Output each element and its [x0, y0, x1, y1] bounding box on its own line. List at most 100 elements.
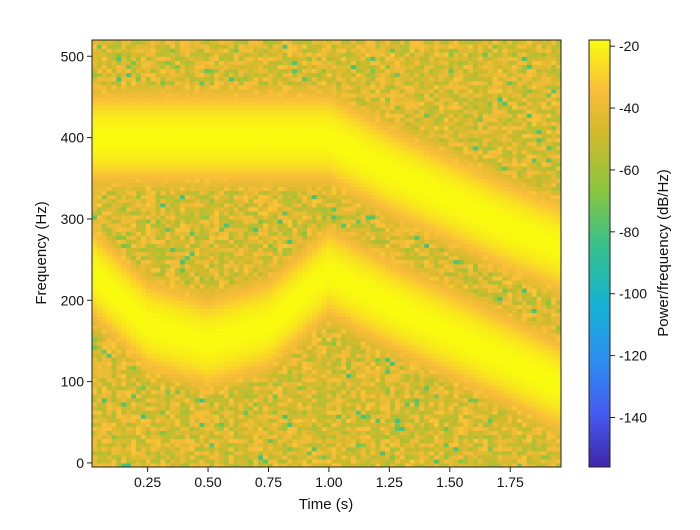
spectrogram-cell: [106, 304, 113, 309]
plot-area: [92, 40, 561, 467]
spectrogram-cell: [282, 44, 289, 49]
spectrogram-cell: [175, 296, 181, 301]
spectrogram-cell: [228, 170, 235, 175]
spectrogram-cell: [111, 60, 118, 65]
spectrogram-cell: [248, 279, 254, 285]
spectrogram-cell: [321, 369, 328, 375]
spectrogram-cell: [238, 361, 245, 366]
spectrogram-cell: [223, 223, 230, 228]
spectrogram-cell: [297, 231, 303, 236]
spectrogram-cell: [238, 60, 245, 65]
spectrogram-cell: [287, 458, 293, 464]
spectrogram-cell: [233, 406, 240, 411]
spectrogram-cell: [111, 239, 118, 244]
spectrogram-cell: [199, 64, 205, 70]
spectrogram-cell: [233, 324, 240, 330]
spectrogram-cell: [214, 121, 220, 126]
spectrogram-cell: [248, 178, 254, 183]
spectrogram-cell: [238, 296, 245, 301]
spectrogram-cell: [116, 446, 122, 452]
spectrogram-cell: [233, 438, 240, 444]
spectrogram-cell: [214, 275, 220, 281]
spectrogram-cell: [121, 393, 127, 399]
spectrogram-cell: [272, 109, 279, 114]
spectrogram-cell: [126, 72, 132, 78]
spectrogram-cell: [297, 129, 303, 135]
spectrogram-cell: [184, 454, 191, 460]
spectrogram-cell: [145, 137, 152, 143]
spectrogram-cell: [219, 450, 225, 456]
spectrogram-cell: [248, 414, 254, 419]
spectrogram-cell: [199, 426, 205, 431]
spectrogram-cell: [243, 145, 249, 151]
spectrogram-cell: [214, 80, 220, 86]
spectrogram-cell: [199, 328, 205, 334]
spectrogram-cell: [292, 174, 298, 179]
spectrogram-cell: [179, 320, 186, 326]
spectrogram-cell: [219, 214, 225, 220]
spectrogram-cell: [175, 214, 181, 220]
spectrogram-cell: [131, 251, 137, 257]
spectrogram-cell: [135, 251, 142, 257]
spectrogram-cell: [111, 430, 118, 436]
spectrogram-cell: [131, 125, 137, 131]
spectrogram-cell: [131, 214, 137, 220]
spectrogram-cell: [170, 153, 176, 159]
spectrogram-cell: [170, 72, 176, 78]
spectrogram-cell: [243, 458, 249, 464]
spectrogram-cell: [243, 263, 249, 269]
spectrogram-cell: [321, 454, 328, 460]
spectrogram-cell: [145, 88, 152, 94]
spectrogram-cell: [96, 251, 103, 257]
spectrogram-cell: [282, 345, 289, 350]
spectrogram-cell: [189, 121, 196, 126]
spectrogram-cell: [121, 162, 127, 167]
spectrogram-cell: [311, 178, 318, 183]
spectrogram-cell: [101, 96, 108, 102]
spectrogram-cell: [272, 218, 279, 224]
spectrogram-cell: [96, 312, 103, 318]
spectrogram-cell: [140, 381, 147, 387]
spectrogram-cell: [199, 149, 205, 155]
spectrogram-cell: [219, 397, 225, 403]
spectrogram-cell: [189, 84, 196, 90]
spectrogram-cell: [204, 170, 210, 175]
spectrogram-cell: [282, 279, 289, 285]
spectrogram-cell: [155, 101, 161, 106]
spectrogram-cell: [165, 446, 171, 452]
spectrogram-cell: [199, 369, 205, 375]
spectrogram-cell: [160, 227, 166, 232]
spectrogram-cell: [228, 446, 235, 452]
spectrogram-cell: [267, 357, 274, 362]
spectrogram-cell: [101, 52, 108, 57]
spectrogram-cell: [253, 133, 259, 139]
spectrogram-cell: [243, 397, 249, 403]
spectrogram-cell: [150, 308, 157, 314]
spectrogram-cell: [238, 186, 245, 192]
spectrogram-cell: [106, 446, 113, 452]
spectrogram-cell: [321, 239, 328, 244]
spectrogram-cell: [160, 328, 166, 334]
spectrogram-cell: [96, 88, 103, 94]
spectrogram-cell: [131, 406, 137, 411]
spectrogram-cell: [165, 153, 171, 159]
spectrogram-cell: [131, 117, 137, 122]
spectrogram-cell: [233, 458, 240, 464]
spectrogram-cell: [175, 340, 181, 346]
spectrogram-cell: [302, 170, 308, 175]
spectrogram-cell: [145, 410, 152, 415]
spectrogram-cell: [135, 235, 142, 240]
spectrogram-cell: [306, 410, 313, 415]
spectrogram-cell: [106, 340, 113, 346]
spectrogram-cell: [126, 121, 132, 126]
spectrogram-cell: [165, 377, 171, 383]
spectrogram-cell: [228, 92, 235, 98]
spectrogram-cell: [223, 157, 230, 163]
spectrogram-cell: [165, 149, 171, 155]
spectrogram-cell: [101, 92, 108, 98]
spectrogram-cell: [121, 414, 127, 419]
spectrogram-cell: [175, 88, 181, 94]
spectrogram-cell: [306, 190, 313, 196]
spectrogram-cell: [121, 72, 127, 78]
spectrogram-cell: [204, 288, 210, 293]
